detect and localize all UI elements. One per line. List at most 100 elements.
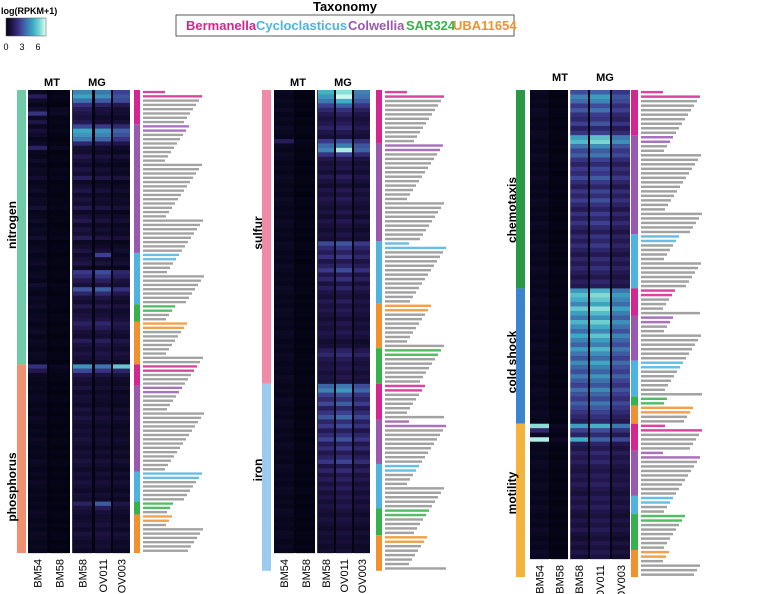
heatmap-cell bbox=[28, 454, 47, 459]
heatmap-cell bbox=[612, 522, 630, 528]
heatmap-cell bbox=[612, 365, 630, 370]
heatmap-cell bbox=[274, 259, 294, 264]
heatmap-cell bbox=[354, 508, 370, 514]
heatmap-cell bbox=[354, 317, 370, 322]
heatmap-cell bbox=[28, 385, 47, 391]
heatmap-cell bbox=[354, 285, 370, 291]
heatmap-cell bbox=[95, 458, 111, 464]
heatmap-cell bbox=[551, 396, 568, 402]
row-label bbox=[641, 248, 670, 252]
heatmap-cell bbox=[73, 497, 92, 502]
heatmap-cell bbox=[570, 432, 588, 438]
heatmap-cell bbox=[73, 372, 92, 378]
heatmap-cell bbox=[95, 248, 111, 254]
heatmap-cell bbox=[551, 117, 568, 122]
sample-label: OV011 bbox=[595, 565, 607, 594]
heatmap-cell bbox=[50, 240, 69, 245]
heatmap-cell bbox=[590, 446, 610, 451]
heatmap-cell bbox=[354, 348, 370, 353]
heatmap-cell bbox=[551, 459, 568, 465]
row-label bbox=[143, 352, 166, 355]
row-label bbox=[143, 292, 192, 295]
heatmap-cell bbox=[612, 545, 630, 551]
heatmap-cell bbox=[551, 432, 568, 438]
row-label bbox=[641, 379, 671, 382]
row-label bbox=[143, 185, 187, 188]
heatmap-cell bbox=[336, 272, 352, 278]
heatmap-cell bbox=[50, 330, 69, 335]
heatmap-cell bbox=[318, 361, 334, 367]
heatmap-cell bbox=[73, 398, 92, 404]
row-label bbox=[143, 498, 184, 501]
heatmap-cell bbox=[50, 372, 69, 378]
heatmap-cell bbox=[612, 441, 630, 447]
heatmap-cell bbox=[296, 477, 316, 482]
heatmap-cell bbox=[336, 210, 352, 215]
taxonomy-bar bbox=[631, 288, 638, 316]
heatmap-cell bbox=[318, 397, 334, 402]
heatmap-cell bbox=[50, 137, 69, 142]
heatmap-cell bbox=[274, 321, 294, 327]
heatmap-cell bbox=[296, 179, 316, 184]
row-label bbox=[641, 370, 677, 373]
heatmap-cell bbox=[336, 463, 352, 469]
row-label bbox=[641, 302, 666, 306]
heatmap-cell bbox=[274, 312, 294, 318]
heatmap-cell bbox=[318, 504, 334, 509]
heatmap-cell bbox=[590, 441, 610, 447]
heatmap-cell bbox=[590, 522, 610, 528]
row-label bbox=[143, 142, 177, 145]
taxonomy-legend-entry: Cycloclasticus bbox=[256, 18, 347, 33]
heatmap-cell bbox=[113, 407, 130, 412]
heatmap-cell bbox=[73, 360, 92, 365]
row-label bbox=[143, 433, 189, 437]
heatmap-cell bbox=[73, 342, 92, 348]
heatmap-cell bbox=[28, 214, 47, 219]
heatmap-cell bbox=[274, 481, 294, 487]
heatmap-cell bbox=[612, 288, 630, 294]
heatmap-cell bbox=[50, 518, 69, 524]
heatmap-cell bbox=[612, 234, 630, 239]
heatmap-cell bbox=[570, 504, 588, 510]
heatmap-cell bbox=[590, 162, 610, 167]
heatmap-cell bbox=[354, 268, 370, 273]
heatmap-cell bbox=[73, 407, 92, 412]
heatmap-cell bbox=[296, 138, 316, 144]
heatmap-cell bbox=[318, 548, 334, 554]
heatmap-cell bbox=[73, 141, 92, 146]
heatmap-cell bbox=[296, 530, 316, 536]
heatmap-cell bbox=[28, 312, 47, 318]
heatmap-cell bbox=[95, 548, 111, 554]
row-label bbox=[385, 420, 409, 423]
row-label bbox=[385, 380, 420, 383]
row-label bbox=[143, 373, 191, 377]
heatmap-cell bbox=[95, 402, 111, 408]
heatmap-cell bbox=[612, 202, 630, 208]
row-label bbox=[143, 155, 168, 158]
heatmap-cell bbox=[296, 366, 316, 371]
heatmap-cell bbox=[336, 281, 352, 287]
heatmap-cell bbox=[570, 387, 588, 393]
heatmap-cell bbox=[113, 497, 130, 502]
row-label bbox=[641, 456, 700, 459]
heatmap-cell bbox=[296, 90, 316, 95]
heatmap-cell bbox=[113, 128, 130, 134]
heatmap-cell bbox=[50, 437, 69, 442]
row-label bbox=[385, 113, 432, 116]
heatmap-cell bbox=[296, 317, 316, 322]
heatmap-cell bbox=[570, 522, 588, 528]
row-label bbox=[143, 485, 193, 488]
heatmap-cell bbox=[590, 148, 610, 154]
row-label bbox=[641, 487, 679, 491]
heatmap-cell bbox=[336, 401, 352, 407]
heatmap-cell bbox=[570, 292, 588, 298]
heatmap-cell bbox=[530, 189, 549, 194]
heatmap-cell bbox=[73, 351, 92, 356]
heatmap-cell bbox=[95, 278, 111, 284]
heatmap-cell bbox=[28, 514, 47, 519]
heatmap-cell bbox=[318, 281, 334, 287]
heatmap-cell bbox=[113, 522, 130, 528]
heatmap-cell bbox=[336, 472, 352, 478]
row-label bbox=[143, 459, 171, 462]
heatmap-cell bbox=[28, 270, 47, 275]
